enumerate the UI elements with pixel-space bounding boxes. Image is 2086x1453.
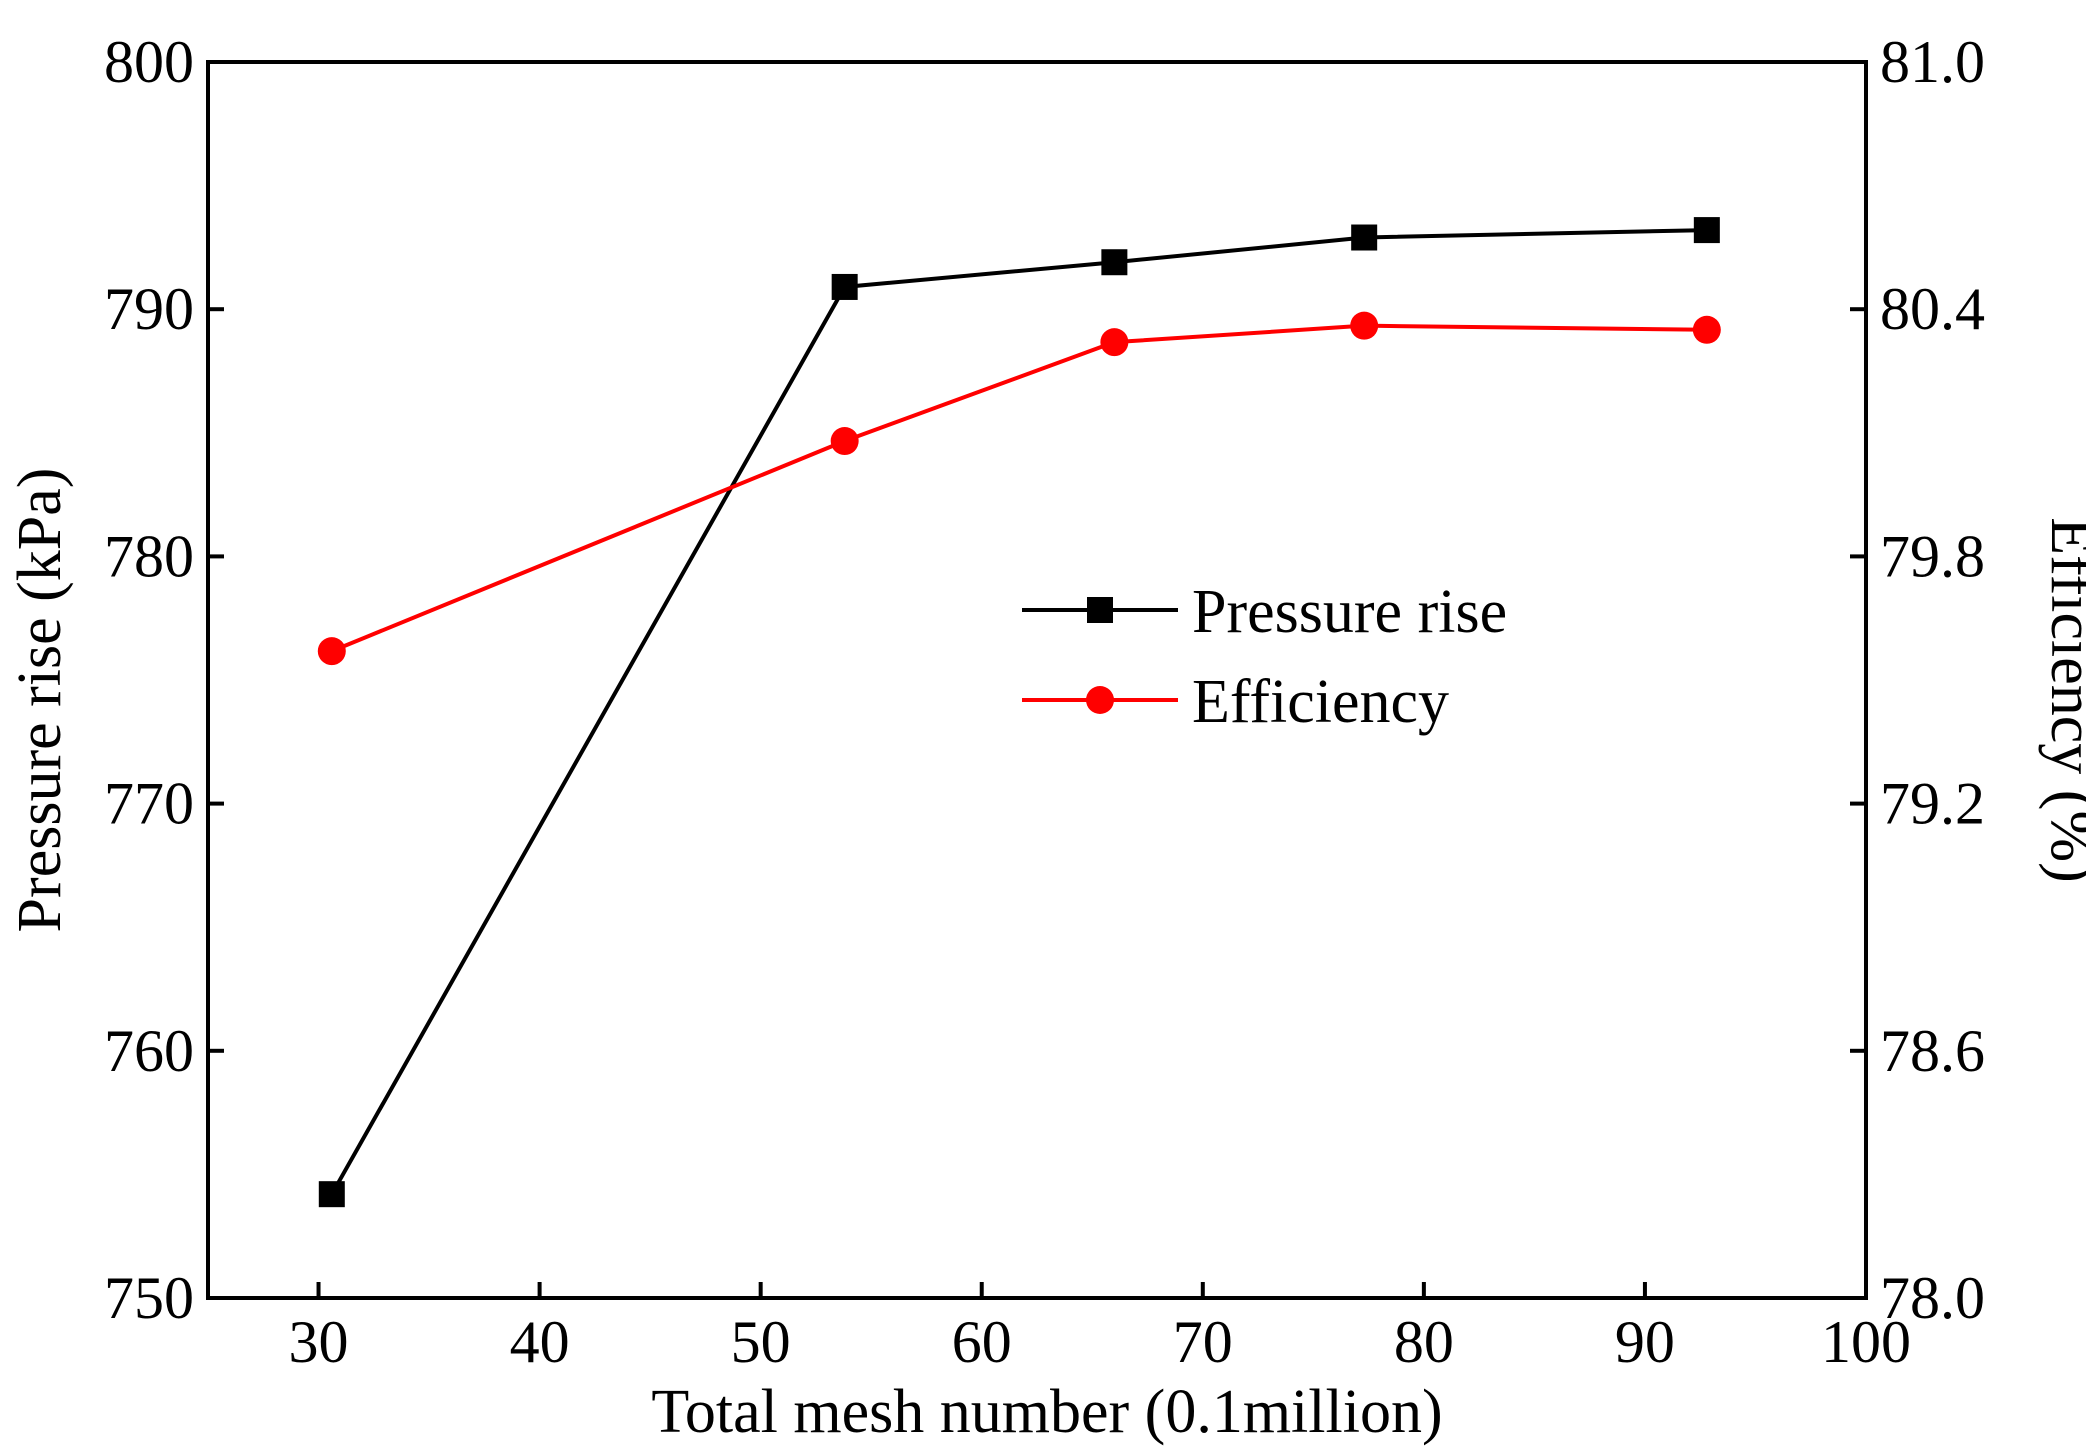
ticks-layer: 30 40 50 60 70 80 90 100 750 760 770 780 790 800 78.0 7… bbox=[104, 29, 1985, 1375]
y-tick-label: 750 bbox=[104, 1265, 194, 1331]
y2-tick-label: 78.6 bbox=[1880, 1018, 1985, 1084]
x-tick-label: 80 bbox=[1394, 1309, 1454, 1375]
y-tick-label: 770 bbox=[104, 771, 194, 837]
legend-marker-pressure-rise bbox=[1087, 597, 1113, 623]
legend: Pressure rise Efficiency bbox=[1022, 578, 1507, 736]
x-tick-label: 100 bbox=[1821, 1309, 1911, 1375]
legend-label-pressure-rise: Pressure rise bbox=[1192, 578, 1507, 646]
x-tick-label: 70 bbox=[1173, 1309, 1233, 1375]
y2-tick-label: 78.0 bbox=[1880, 1265, 1985, 1331]
plot-frame bbox=[206, 60, 1868, 1300]
x-tick-label: 30 bbox=[289, 1309, 349, 1375]
data-point-pressure-rise bbox=[318, 1181, 345, 1208]
y2-tick-label: 79.2 bbox=[1880, 771, 1985, 837]
data-point-efficiency bbox=[1692, 315, 1721, 344]
x-tick-label: 40 bbox=[510, 1309, 570, 1375]
data-point-pressure-rise bbox=[831, 273, 858, 300]
y2-tick-label: 80.4 bbox=[1880, 276, 1985, 342]
y2-tick-label: 79.8 bbox=[1880, 523, 1985, 589]
data-point-pressure-rise bbox=[1101, 249, 1128, 276]
series-layer bbox=[317, 217, 1721, 1208]
y2-axis-title: Efficiency (%) bbox=[2038, 517, 2086, 883]
data-point-pressure-rise bbox=[1693, 217, 1720, 244]
x-tick-label: 50 bbox=[731, 1309, 791, 1375]
x-tick-label: 60 bbox=[952, 1309, 1012, 1375]
plot-frame-layer bbox=[206, 60, 1868, 1300]
data-point-efficiency bbox=[1100, 328, 1129, 357]
data-point-pressure-rise bbox=[1351, 224, 1378, 251]
y-tick-label: 790 bbox=[104, 276, 194, 342]
y-tick-label: 780 bbox=[104, 523, 194, 589]
legend-marker-efficiency bbox=[1086, 686, 1114, 714]
x-axis-title: Total mesh number (0.1million) bbox=[651, 1378, 1442, 1446]
x-tick-label: 90 bbox=[1615, 1309, 1675, 1375]
y2-tick-label: 81.0 bbox=[1880, 29, 1985, 95]
y-tick-label: 760 bbox=[104, 1018, 194, 1084]
data-point-efficiency bbox=[317, 637, 346, 666]
data-point-efficiency bbox=[1350, 311, 1379, 340]
series-line-pressure-rise bbox=[330, 228, 1707, 1196]
y-axis-title: Pressure rise (kPa) bbox=[6, 468, 74, 933]
data-point-efficiency bbox=[830, 427, 859, 456]
legend-label-efficiency: Efficiency bbox=[1192, 668, 1449, 736]
y-tick-label: 800 bbox=[104, 29, 194, 95]
